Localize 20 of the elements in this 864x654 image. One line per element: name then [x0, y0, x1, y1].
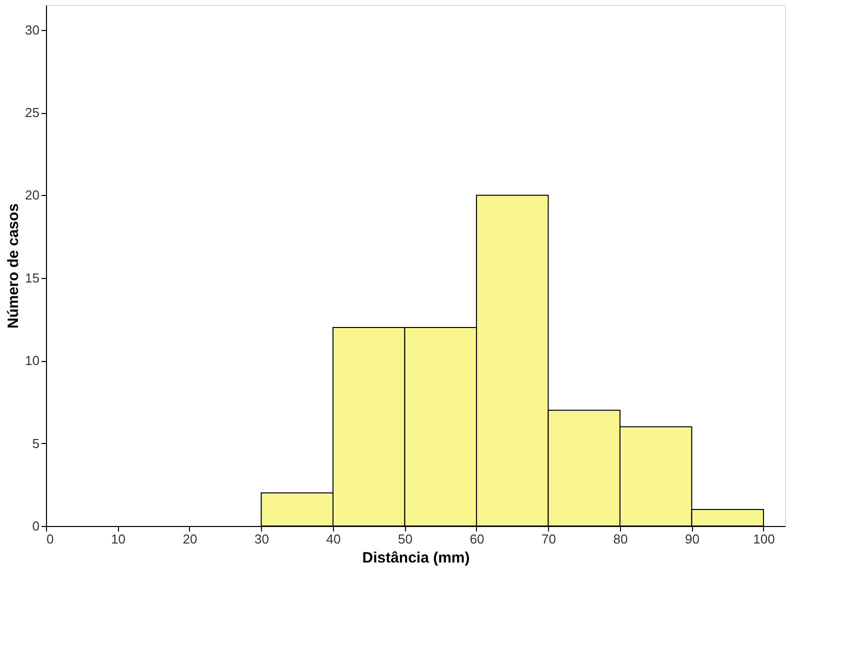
x-tick-label: 10	[111, 532, 126, 546]
y-tick-label: 10	[25, 353, 40, 368]
x-tick-label: 80	[613, 532, 628, 546]
x-tick-label: 60	[470, 532, 484, 546]
x-tick-label: 30	[254, 532, 269, 546]
x-axis-title: Distância (mm)	[362, 550, 470, 566]
y-tick-label: 0	[32, 518, 40, 534]
x-tick-label: 0	[46, 532, 54, 546]
x-tick-label: 50	[398, 532, 412, 546]
x-tick-label: 90	[684, 532, 700, 546]
x-tick-label: 20	[182, 532, 198, 546]
y-tick-label: 5	[32, 436, 40, 451]
y-axis-title: Número de casos	[5, 203, 22, 329]
y-tick-label: 20	[25, 188, 40, 203]
x-tick-label: 70	[542, 532, 556, 546]
x-tick-label: 40	[326, 532, 341, 546]
y-tick-label: 25	[25, 105, 40, 120]
y-tick-label: 15	[25, 270, 40, 286]
x-tick-label: 100	[753, 532, 775, 546]
y-tick-label: 30	[25, 22, 40, 38]
